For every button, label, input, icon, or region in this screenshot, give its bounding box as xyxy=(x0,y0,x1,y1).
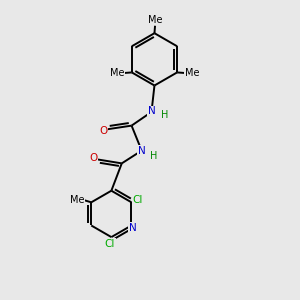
Text: N: N xyxy=(129,223,137,232)
Text: Cl: Cl xyxy=(133,195,143,205)
Text: Me: Me xyxy=(70,195,85,205)
Text: Cl: Cl xyxy=(105,238,115,249)
Text: Me: Me xyxy=(110,68,124,78)
Text: Me: Me xyxy=(185,68,199,78)
Text: N: N xyxy=(148,106,156,116)
Text: H: H xyxy=(151,151,158,161)
Text: N: N xyxy=(138,146,146,156)
Text: Me: Me xyxy=(148,14,162,25)
Text: H: H xyxy=(161,110,169,120)
Text: O: O xyxy=(89,153,98,163)
Text: O: O xyxy=(99,126,107,136)
